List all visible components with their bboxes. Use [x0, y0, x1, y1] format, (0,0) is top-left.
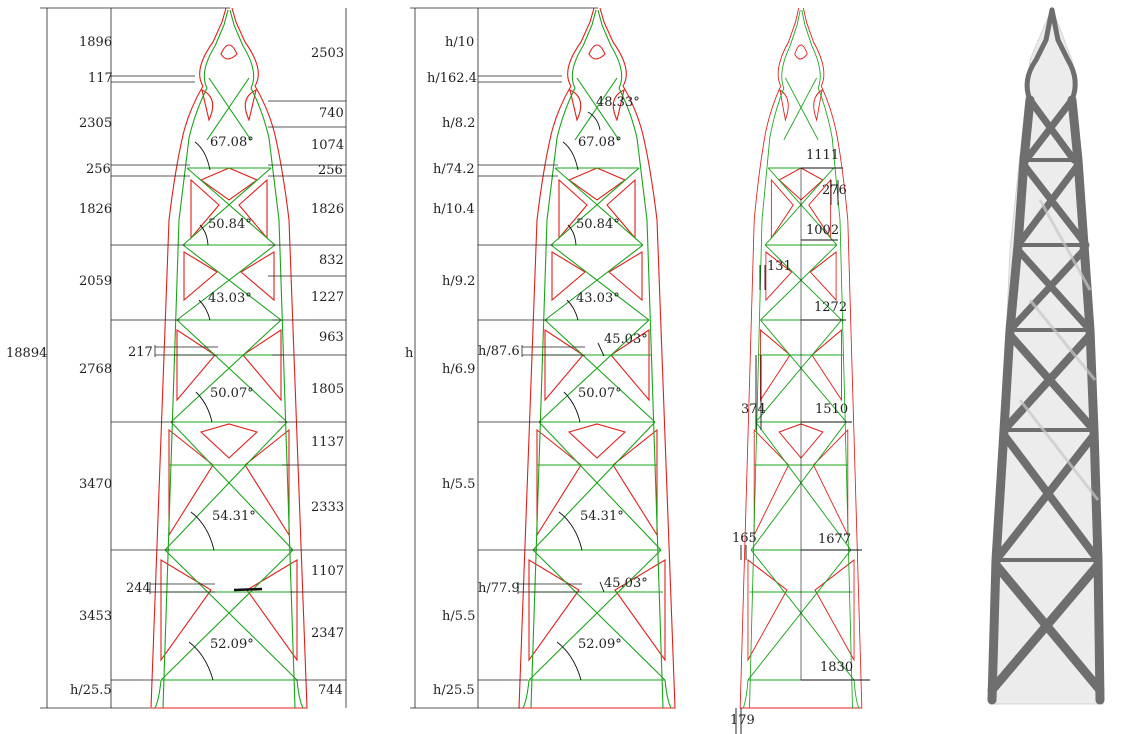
- c-width-label: 1510: [815, 402, 848, 417]
- a-left-label: 217: [128, 345, 153, 360]
- b-left-label: h/10.4: [433, 202, 475, 217]
- a-angle-label: 50.84°: [208, 217, 252, 232]
- c-width-label: 1677: [818, 532, 851, 547]
- b-angle-label: 67.08°: [578, 135, 622, 150]
- b-left-label: h/162.4: [427, 71, 477, 86]
- a-left-label: 3453: [79, 609, 112, 624]
- a-right-label: 256: [318, 163, 343, 178]
- a-right-label: 2503: [311, 46, 344, 61]
- a-right-label: 1805: [311, 382, 344, 397]
- a-left-label: 1826: [79, 202, 112, 217]
- panel-b-labels: h h/10 h/162.4 h/8.2 h/74.2 h/10.4 h/9.2…: [405, 35, 648, 698]
- a-right-label: 2347: [311, 626, 344, 641]
- b-angle-label: 45.03°: [604, 576, 648, 591]
- a-right-label: 744: [318, 683, 343, 698]
- a-left-label: 2768: [79, 362, 112, 377]
- a-angle-label: 43.03°: [208, 291, 252, 306]
- c-width-label: 1830: [820, 660, 853, 675]
- b-angle-label: 50.07°: [578, 386, 622, 401]
- a-left-label: 244: [126, 581, 151, 596]
- a-left-label: 1896: [79, 35, 112, 50]
- c-thickness-label: 179: [730, 713, 755, 728]
- b-left-label: h/8.2: [442, 116, 475, 131]
- total-height-label: 18894: [6, 346, 47, 361]
- angle-marks-b: [556, 111, 605, 681]
- panel-a-labels: 18894 1896 117 2305 256 1826 2059 217 27…: [6, 35, 344, 698]
- width-dimension-lines: [735, 167, 870, 734]
- a-angle-label: 67.08°: [210, 135, 254, 150]
- panel-d-3d-render: [987, 6, 1105, 705]
- b-angle-label: 43.03°: [576, 291, 620, 306]
- b-angle-label: 50.84°: [576, 217, 620, 232]
- b-angle-label: 54.31°: [580, 509, 624, 524]
- a-right-label: 1227: [311, 290, 344, 305]
- panel-a-dimensioned-tower: 18894 1896 117 2305 256 1826 2059 217 27…: [6, 7, 347, 709]
- panel-c-width-dimensions: 1111 1002 1272 1510 1677 1830 276 131 37…: [730, 7, 870, 734]
- c-thickness-label: 165: [732, 531, 757, 546]
- b-left-label: h/5.5: [442, 609, 475, 624]
- b-left-label: h/77.9: [478, 581, 520, 596]
- b-left-label: h/6.9: [442, 362, 475, 377]
- a-angle-label: 54.31°: [212, 509, 256, 524]
- c-width-label: 1272: [814, 300, 847, 315]
- a-right-label: 963: [319, 330, 344, 345]
- panel-b-normalized-tower: h h/10 h/162.4 h/8.2 h/74.2 h/10.4 h/9.2…: [405, 7, 676, 709]
- a-left-label: 117: [88, 71, 113, 86]
- b-left-label: h/25.5: [433, 683, 475, 698]
- b-total-height-label: h: [405, 346, 414, 361]
- c-thickness-label: 131: [767, 259, 792, 274]
- c-width-label: 1111: [806, 148, 839, 163]
- a-right-label: 832: [319, 253, 344, 268]
- b-left-label: h/9.2: [442, 274, 475, 289]
- a-right-label: 1137: [311, 435, 344, 450]
- b-angle-label: 52.09°: [578, 637, 622, 652]
- c-thickness-label: 374: [741, 402, 766, 417]
- c-width-label: 1002: [806, 223, 839, 238]
- a-right-label: 2333: [311, 500, 344, 515]
- a-right-label: 1074: [311, 138, 344, 153]
- a-angle-label: 50.07°: [210, 386, 254, 401]
- b-left-label: h/5.5: [442, 477, 475, 492]
- c-thickness-label: 276: [822, 183, 847, 198]
- b-left-label: h/87.6: [478, 344, 520, 359]
- render-back-members: [1018, 199, 1100, 501]
- a-left-label: 2305: [79, 116, 112, 131]
- panel-c-labels: 1111 1002 1272 1510 1677 1830 276 131 37…: [730, 148, 853, 728]
- b-angle-label: 45.03°: [604, 332, 648, 347]
- a-right-label: 1107: [311, 564, 344, 579]
- a-left-label: h/25.5: [70, 683, 112, 698]
- a-right-label: 1826: [311, 202, 344, 217]
- b-left-label: h/74.2: [433, 162, 475, 177]
- b-left-label: h/10: [445, 35, 474, 50]
- a-left-label: 256: [86, 162, 111, 177]
- angle-marks-a: [188, 141, 263, 681]
- render-members: [987, 7, 1105, 705]
- b-angle-label: 48.33°: [596, 95, 640, 110]
- a-right-label: 740: [319, 106, 344, 121]
- a-angle-label: 52.09°: [210, 637, 254, 652]
- a-left-label: 2059: [79, 274, 112, 289]
- a-left-label: 3470: [79, 477, 112, 492]
